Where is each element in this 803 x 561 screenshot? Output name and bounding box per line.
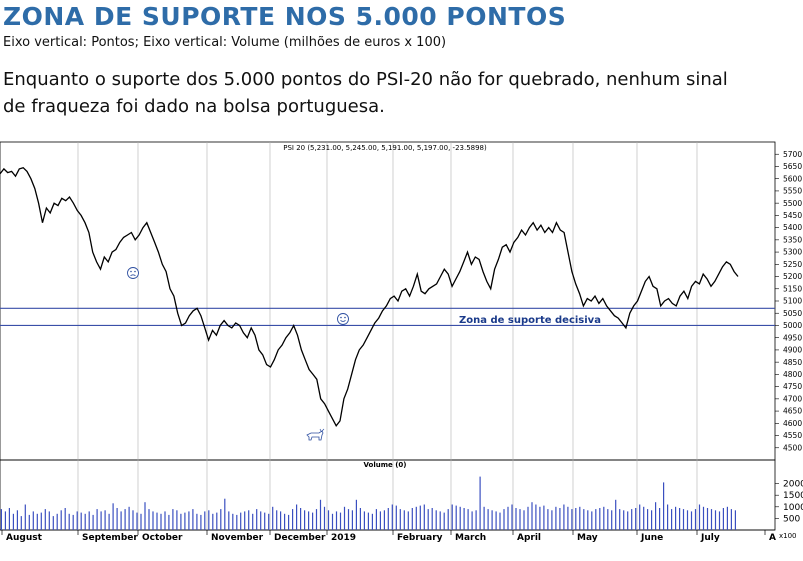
price-y-tick-label: 5650 (783, 162, 802, 171)
price-y-tick-label: 4950 (783, 333, 802, 342)
psi20-price-line (0, 166, 739, 427)
volume-unit-tag: x100 (779, 532, 797, 540)
support-zone (0, 307, 775, 327)
bull-icon (306, 428, 325, 441)
price-y-tick-label: 5700 (783, 150, 802, 159)
volume-panel-label: Volume (0) (364, 461, 407, 469)
x-axis-month-label: November (211, 533, 264, 543)
volume-panel-frame (0, 459, 776, 531)
psi20-chart: 4500 4550 4600 4650 4700 4750 4800 4850 4900 4950… (0, 141, 803, 543)
volume-y-tick-label: 1500 (783, 491, 803, 501)
price-y-tick-label: 4550 (783, 431, 802, 440)
chart-subtitle: Eixo vertical: Pontos; Eixo vertical: Vo… (3, 35, 447, 50)
volume-y-tick-label: 1000 (783, 503, 803, 513)
x-axis-month-label: September (82, 533, 138, 543)
sad-face-icon (127, 267, 139, 279)
x-axis-month-label: May (577, 533, 598, 543)
x-axis-month-label: March (455, 533, 486, 543)
x-axis-month-label: December (274, 533, 326, 543)
support-zone-label: Zona de suporte decisiva (459, 315, 601, 326)
price-y-tick-label: 5500 (783, 199, 802, 208)
price-series (0, 166, 739, 427)
price-y-tick-label: 4850 (783, 358, 802, 367)
price-panel-label: PSI 20 (5,231.00, 5,245.00, 5,191.00, 5,… (283, 144, 487, 152)
volume-y-tick-label: 500 (783, 514, 800, 524)
x-axis-month-label: February (397, 533, 443, 543)
price-y-tick-label: 5550 (783, 187, 802, 196)
volume-y-axis: 5001000 15002000 (775, 480, 803, 524)
price-y-tick-label: 5200 (783, 272, 802, 281)
price-y-tick-label: 5050 (783, 309, 802, 318)
price-y-tick-label: 5300 (783, 248, 802, 257)
price-y-tick-label: 5000 (783, 321, 802, 330)
volume-series (0, 476, 737, 530)
x-axis-month-label: October (142, 533, 183, 543)
grid-layer (77, 142, 698, 530)
price-y-tick-label: 4700 (783, 394, 802, 403)
price-y-tick-label: 5450 (783, 211, 802, 220)
x-axis-month-label: A (769, 533, 776, 543)
price-y-tick-label: 4750 (783, 382, 802, 391)
smiley-face-icon (337, 313, 349, 325)
price-y-tick-label: 5100 (783, 297, 802, 306)
price-y-tick-label: 5350 (783, 235, 802, 244)
x-axis-month-label: August (6, 533, 43, 543)
x-axis: August September October November December 20… (1, 530, 776, 543)
price-y-tick-label: 4800 (783, 370, 802, 379)
price-y-tick-label: 4500 (783, 443, 802, 452)
price-y-tick-label: 5150 (783, 284, 802, 293)
x-axis-month-label: June (640, 533, 663, 543)
x-axis-month-label: April (517, 533, 541, 543)
price-y-axis: 4500 4550 4600 4650 4700 4750 4800 4850 4900 4950… (775, 150, 802, 452)
x-axis-month-label: July (700, 533, 720, 543)
price-y-tick-label: 4600 (783, 419, 802, 428)
chart-lede: Enquanto o suporte dos 5.000 pontos do P… (3, 69, 728, 117)
price-y-tick-label: 5400 (783, 223, 802, 232)
price-y-tick-label: 4900 (783, 346, 802, 355)
price-panel-frame (0, 141, 776, 461)
x-axis-month-label: 2019 (331, 533, 356, 543)
price-y-tick-label: 4650 (783, 407, 802, 416)
price-y-tick-label: 5600 (783, 174, 802, 183)
price-y-tick-label: 5250 (783, 260, 802, 269)
chart-title: ZONA DE SUPORTE NOS 5.000 PONTOS (3, 2, 567, 31)
volume-y-tick-label: 2000 (783, 480, 803, 490)
